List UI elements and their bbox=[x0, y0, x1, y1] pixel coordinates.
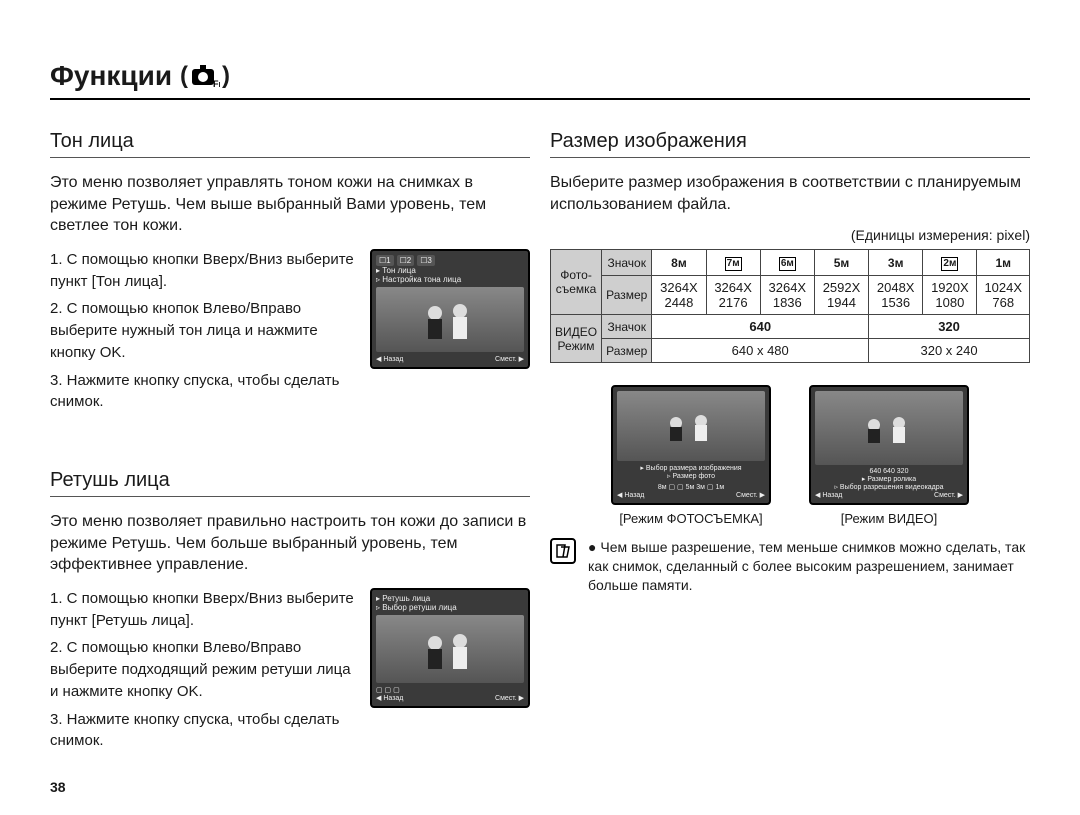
size-label: Размер bbox=[602, 276, 652, 315]
note-icon bbox=[550, 538, 576, 564]
photo-icon-6: 1ᴍ bbox=[977, 250, 1030, 276]
icon-label-video: Значок bbox=[602, 315, 652, 339]
lcd-video-l1: Размер ролика bbox=[867, 476, 916, 483]
page-number: 38 bbox=[50, 779, 66, 795]
section-title-retouch: Ретушь лица bbox=[50, 469, 530, 497]
section-title-size: Размер изображения bbox=[550, 130, 1030, 158]
video-size-1: 320 x 240 bbox=[869, 339, 1030, 363]
mode-thumbnails: ▸ Выбор размера изображения ▹ Размер фот… bbox=[550, 385, 1030, 526]
photo-icon-1: 7ᴍ bbox=[706, 250, 760, 276]
intro-tone: Это меню позволяет управлять тоном кожи … bbox=[50, 172, 530, 237]
lcd-screenshot-retouch: ▸ Ретушь лица ▹ Выбор ретуши лица ▢ ▢ ▢ … bbox=[370, 588, 530, 708]
photo-size-6: 1024X 768 bbox=[977, 276, 1030, 315]
lcd-photo-l1: Выбор размера изображения bbox=[646, 465, 742, 472]
retouch-step-2: 2. С помощью кнопки Влево/Вправо выберит… bbox=[50, 637, 358, 702]
section-title-tone: Тон лица bbox=[50, 130, 530, 158]
note-row: ● Чем выше разрешение, тем меньше снимко… bbox=[550, 538, 1030, 595]
photo-icon-2: 6ᴍ bbox=[760, 250, 814, 276]
lcd-preview-image bbox=[376, 615, 524, 683]
photo-icon-0: 8ᴍ bbox=[652, 250, 706, 276]
lcd-back: Назад bbox=[383, 356, 403, 363]
caption-photo: [Режим ФОТОСЪЕМКА] bbox=[611, 511, 771, 526]
left-column: Тон лица Это меню позволяет управлять то… bbox=[50, 130, 530, 778]
intro-retouch: Это меню позволяет правильно настроить т… bbox=[50, 511, 530, 576]
photo-size-1: 3264X 2176 bbox=[706, 276, 760, 315]
caption-video: [Режим ВИДЕО] bbox=[809, 511, 969, 526]
photo-size-4: 2048X 1536 bbox=[869, 276, 923, 315]
photo-rowlabel: Фото- съемка bbox=[551, 250, 602, 315]
lcd-video-l2: Выбор разрешения видеокадра bbox=[840, 484, 944, 491]
video-icon-0: 640 bbox=[652, 315, 869, 339]
photo-icon-4: 3ᴍ bbox=[869, 250, 923, 276]
photo-size-3: 2592X 1944 bbox=[814, 276, 868, 315]
icon-label: Значок bbox=[602, 250, 652, 276]
size-table: Фото- съемка Значок 8ᴍ 7ᴍ 6ᴍ 5ᴍ 3ᴍ 2ᴍ 1ᴍ… bbox=[550, 249, 1030, 363]
note-body: Чем выше разрешение, тем меньше снимков … bbox=[588, 539, 1025, 593]
lcd-photo-l2: Размер фото bbox=[672, 473, 715, 480]
page-title-text: Функции bbox=[50, 60, 172, 92]
lcd-tone-line1: Тон лица bbox=[382, 266, 416, 275]
lcd-back: Назад bbox=[383, 695, 403, 702]
photo-size-5: 1920X 1080 bbox=[923, 276, 977, 315]
photo-icon-3: 5ᴍ bbox=[814, 250, 868, 276]
note-text: ● Чем выше разрешение, тем меньше снимко… bbox=[588, 538, 1030, 595]
functions-icon: ( Fn ) bbox=[180, 62, 230, 90]
tone-step-3: 3. Нажмите кнопку спуска, чтобы сделать … bbox=[50, 370, 358, 414]
right-column: Размер изображения Выберите размер изобр… bbox=[550, 130, 1030, 778]
tone-step-2: 2. С помощью кнопок Влево/Вправо выберит… bbox=[50, 298, 358, 363]
lcd-retouch-line1: Ретушь лица bbox=[382, 594, 430, 603]
lcd-tone-line2: Настройка тона лица bbox=[382, 275, 461, 284]
photo-icon-5: 2ᴍ bbox=[923, 250, 977, 276]
photo-size-0: 3264X 2448 bbox=[652, 276, 706, 315]
photo-size-2: 3264X 1836 bbox=[760, 276, 814, 315]
lcd-retouch-line2: Выбор ретуши лица bbox=[382, 603, 456, 612]
svg-text:Fn: Fn bbox=[213, 79, 220, 89]
lcd-preview-image bbox=[376, 287, 524, 352]
tone-step-1: 1. С помощью кнопки Вверх/Вниз выберите … bbox=[50, 249, 358, 293]
video-icon-1: 320 bbox=[869, 315, 1030, 339]
steps-retouch-row: 1. С помощью кнопки Вверх/Вниз выберите … bbox=[50, 588, 530, 778]
lcd-screenshot-video-mode: 640 640 320 ▸ Размер ролика ▹ Выбор разр… bbox=[809, 385, 969, 505]
units-note: (Единицы измерения: pixel) bbox=[550, 227, 1030, 243]
retouch-step-3: 3. Нажмите кнопку спуска, чтобы сделать … bbox=[50, 709, 358, 753]
size-label-video: Размер bbox=[602, 339, 652, 363]
intro-size: Выберите размер изображения в соответств… bbox=[550, 172, 1030, 215]
lcd-move: Смест. bbox=[495, 356, 517, 363]
retouch-step-1: 1. С помощью кнопки Вверх/Вниз выберите … bbox=[50, 588, 358, 632]
page-title: Функции ( Fn ) bbox=[50, 60, 1030, 100]
steps-tone-row: 1. С помощью кнопки Вверх/Вниз выберите … bbox=[50, 249, 530, 439]
video-rowlabel: ВИДЕО Режим bbox=[551, 315, 602, 363]
lcd-screenshot-photo-mode: ▸ Выбор размера изображения ▹ Размер фот… bbox=[611, 385, 771, 505]
video-size-0: 640 x 480 bbox=[652, 339, 869, 363]
lcd-screenshot-tone: ☐1☐2☐3 ▸ Тон лица ▹ Настройка тона лица … bbox=[370, 249, 530, 369]
lcd-move: Смест. bbox=[495, 695, 517, 702]
